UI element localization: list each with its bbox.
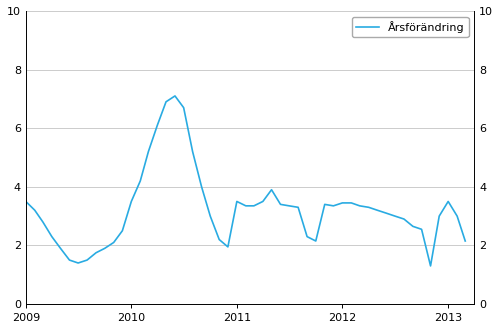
Legend: Årsförändring: Årsförändring (352, 16, 469, 37)
